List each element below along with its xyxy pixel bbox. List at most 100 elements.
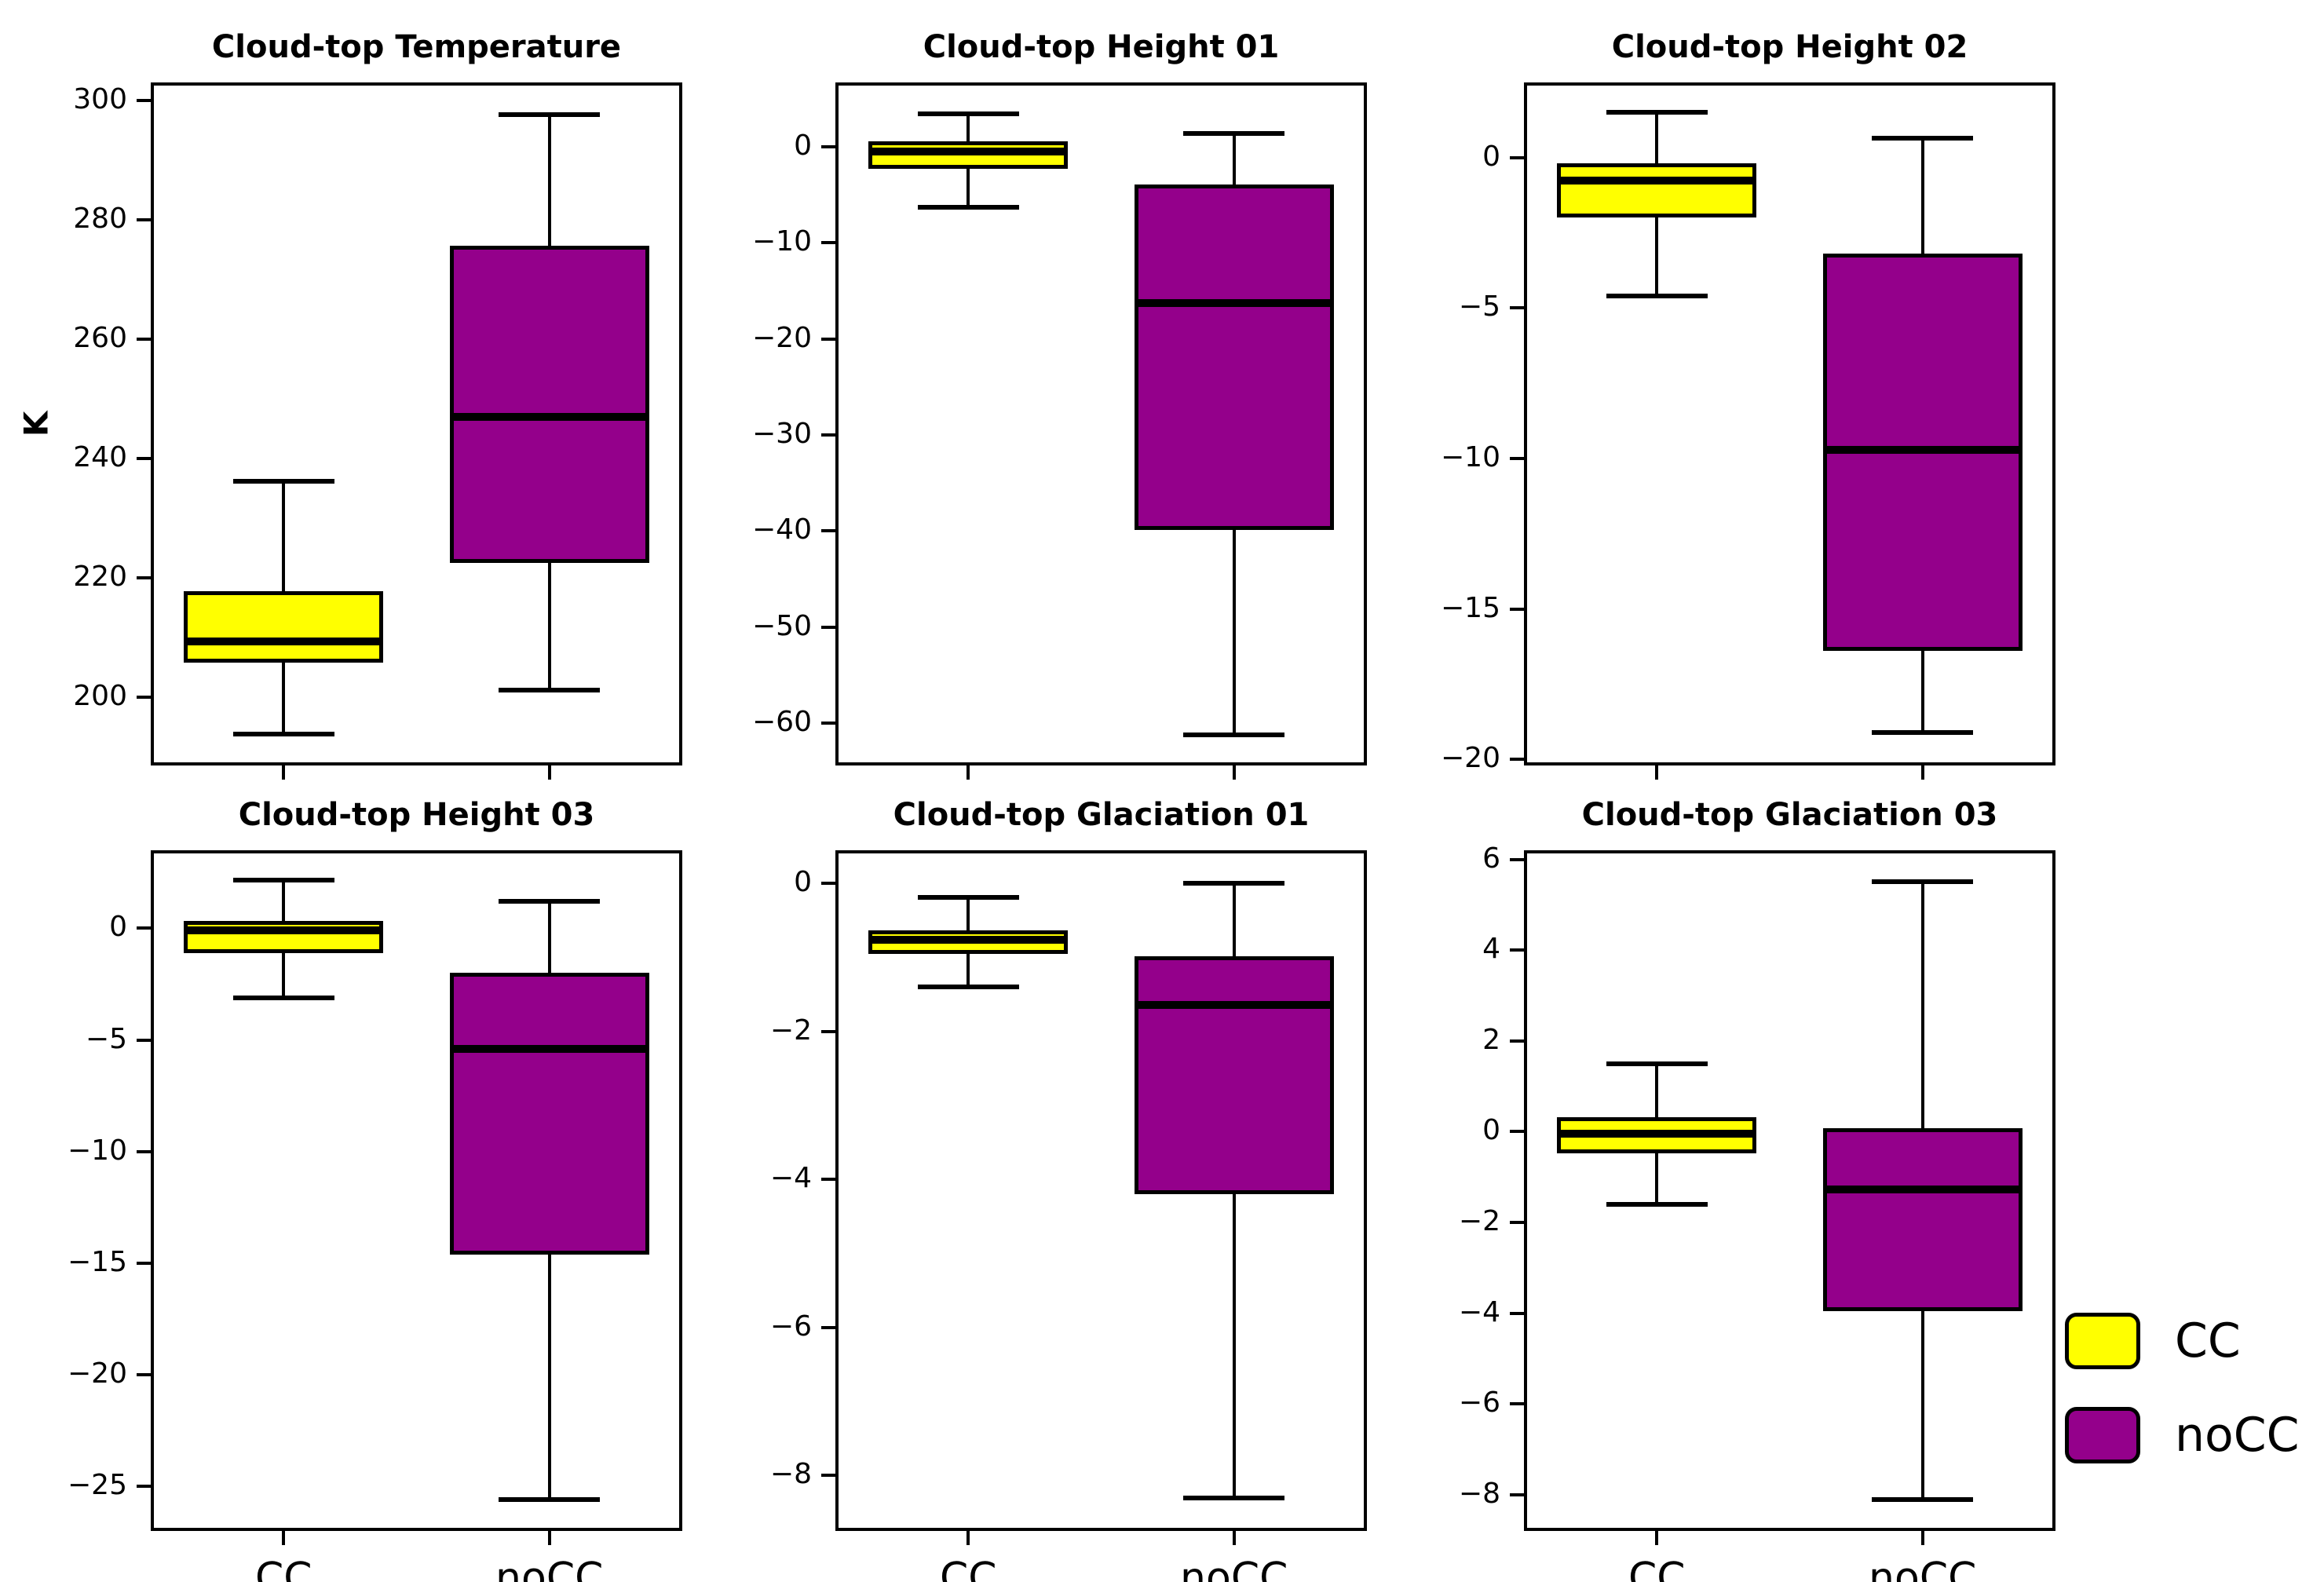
y-tick-mark	[821, 882, 835, 886]
y-tick-label: −2	[1458, 1204, 1500, 1237]
y-tick-mark	[821, 1029, 835, 1033]
y-tick-label: 4	[1482, 933, 1500, 966]
y-tick-mark	[1510, 857, 1524, 861]
whisker-cap	[499, 899, 601, 904]
y-tick-mark	[821, 625, 835, 629]
x-tick-mark	[967, 1531, 970, 1545]
y-tick-mark	[1510, 1402, 1524, 1406]
whisker-cap	[1183, 732, 1285, 737]
y-tick-mark	[821, 1325, 835, 1329]
median-line	[1560, 176, 1754, 185]
y-tick-mark	[137, 1485, 151, 1489]
y-tick-mark	[821, 337, 835, 341]
subplot-title: Cloud-top Glaciation 03	[1581, 797, 1998, 833]
legend-label: CC	[2175, 1313, 2241, 1368]
y-tick-label: −8	[1458, 1477, 1500, 1510]
whisker-cap	[1183, 881, 1285, 886]
y-tick-label: −20	[68, 1357, 127, 1390]
y-tick-mark	[137, 1261, 151, 1265]
whisker-cap	[917, 205, 1019, 210]
whisker-cap	[917, 111, 1019, 117]
subplot-title: Cloud-top Glaciation 01	[893, 797, 1310, 833]
y-tick-mark	[1510, 155, 1524, 159]
y-tick-mark	[137, 1373, 151, 1377]
y-tick-label: −5	[1458, 290, 1500, 323]
x-tick-mark	[547, 765, 551, 780]
median-line	[452, 1044, 646, 1053]
box-cc	[184, 920, 384, 953]
y-tick-mark	[1510, 1220, 1524, 1224]
y-tick-label: −15	[1441, 591, 1500, 624]
y-tick-label: 0	[794, 866, 812, 899]
y-axis-label: K	[16, 411, 56, 437]
y-tick-mark	[821, 1178, 835, 1182]
y-tick-mark	[821, 241, 835, 245]
y-tick-label: 0	[1482, 1114, 1500, 1147]
box-nocc	[449, 973, 649, 1255]
legend-item-nocc: noCC	[2065, 1407, 2300, 1463]
whisker-cap	[1872, 879, 1974, 885]
x-tick-label: noCC	[495, 1555, 604, 1582]
median-line	[1137, 299, 1331, 308]
y-tick-mark	[1510, 1130, 1524, 1134]
y-tick-mark	[1510, 607, 1524, 611]
y-tick-mark	[137, 695, 151, 699]
y-tick-label: −5	[85, 1022, 127, 1055]
y-tick-label: 0	[109, 911, 127, 944]
whisker-cap	[499, 112, 601, 118]
box-nocc	[1134, 955, 1334, 1195]
y-tick-label: −60	[752, 706, 812, 739]
y-tick-mark	[1510, 306, 1524, 310]
median-line	[452, 413, 646, 422]
whisker-cap	[1606, 1061, 1708, 1066]
y-tick-label: −20	[752, 321, 812, 354]
median-line	[1825, 1185, 2019, 1193]
y-tick-label: −15	[68, 1245, 127, 1278]
subplot-title: Cloud-top Height 03	[238, 797, 595, 833]
whisker-cap	[917, 985, 1019, 990]
y-tick-mark	[137, 1038, 151, 1042]
y-tick-label: −4	[1458, 1295, 1500, 1328]
y-tick-label: −25	[68, 1469, 127, 1502]
x-tick-mark	[1920, 1531, 1924, 1545]
legend: CC noCC	[2065, 1313, 2300, 1501]
y-tick-label: −6	[1458, 1387, 1500, 1419]
box-nocc	[1134, 184, 1334, 531]
y-tick-label: −30	[752, 417, 812, 450]
y-tick-mark	[137, 456, 151, 460]
y-tick-mark	[821, 433, 835, 437]
y-tick-mark	[821, 1474, 835, 1478]
box-cc	[184, 591, 384, 663]
whisker-cap	[499, 687, 601, 692]
y-tick-mark	[821, 529, 835, 533]
y-tick-mark	[1510, 948, 1524, 952]
y-tick-label: 300	[73, 82, 127, 115]
x-tick-label: CC	[939, 1555, 997, 1582]
y-tick-label: 280	[73, 202, 127, 235]
box-nocc	[1822, 1128, 2023, 1312]
y-tick-mark	[821, 722, 835, 725]
y-tick-label: 6	[1482, 842, 1500, 875]
x-tick-label: noCC	[1180, 1555, 1288, 1582]
y-tick-mark	[1510, 457, 1524, 461]
y-tick-mark	[137, 98, 151, 102]
legend-label: noCC	[2175, 1408, 2300, 1463]
x-tick-mark	[282, 765, 286, 780]
box-nocc	[449, 246, 649, 563]
y-tick-mark	[137, 926, 151, 930]
x-tick-mark	[1920, 765, 1924, 780]
subplot-title: Cloud-top Height 02	[1611, 29, 1968, 65]
y-tick-label: −20	[1441, 742, 1500, 775]
whisker-cap	[1183, 130, 1285, 136]
median-line	[872, 936, 1065, 944]
median-line	[1825, 445, 2019, 454]
x-tick-mark	[547, 1531, 551, 1545]
legend-item-cc: CC	[2065, 1313, 2300, 1369]
y-tick-label: 2	[1482, 1023, 1500, 1056]
whisker-cap	[1872, 135, 1974, 141]
y-tick-mark	[137, 337, 151, 341]
x-tick-label: CC	[1628, 1555, 1686, 1582]
y-tick-label: 220	[73, 560, 127, 593]
whisker-cap	[1183, 1495, 1285, 1500]
y-tick-label: 240	[73, 440, 127, 473]
